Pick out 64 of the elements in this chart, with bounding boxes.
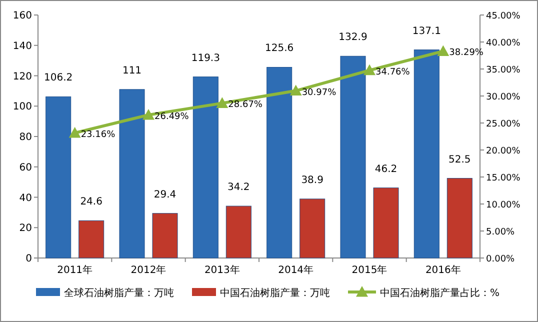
y2-tick-label: 5.00% [486, 228, 516, 238]
bar [446, 178, 472, 258]
y2-tick-label: 0.00% [486, 254, 516, 264]
y-tick-label: 120 [12, 71, 32, 82]
y2-tick-label: 35.00% [486, 66, 521, 76]
y-tick-label: 160 [12, 10, 32, 22]
bar [414, 50, 440, 258]
point [290, 84, 302, 96]
x-tick-label: 2012年 [130, 264, 166, 276]
point [68, 126, 81, 138]
x-tick-label: 2014年 [278, 264, 314, 276]
y2-tick-label: 30.00% [486, 92, 521, 102]
data-label: 24.6 [80, 196, 102, 208]
y-tick-label: 80 [19, 132, 32, 143]
y-tick-label: 0 [26, 254, 32, 264]
data-label: 132.9 [338, 32, 368, 44]
point [216, 97, 228, 108]
bar [46, 96, 72, 258]
data-label: 52.5 [448, 154, 471, 166]
bar [300, 198, 326, 258]
y2-tick-label: 40.00% [486, 38, 521, 48]
data-label: 23.16% [80, 130, 116, 140]
bar [152, 213, 178, 258]
x-tick-label: 2016年 [425, 264, 461, 276]
data-label: 26.49% [154, 112, 190, 122]
bar [266, 66, 292, 258]
data-label: 38.29% [449, 48, 484, 58]
data-label: 29.4 [154, 189, 176, 200]
x-tick-label: 2013年 [204, 264, 240, 276]
y-tick-label: 60 [19, 162, 32, 174]
y2-tick-label: 10.00% [486, 200, 521, 210]
y2-tick-label: 25.00% [486, 120, 521, 130]
point [437, 45, 450, 56]
data-label: 34.2 [228, 182, 250, 194]
y-tick-label: 140 [12, 40, 32, 52]
y-tick-label: 40 [19, 192, 32, 204]
data-label: 137.1 [412, 26, 441, 37]
bar [340, 56, 366, 258]
data-label: 28.67% [228, 100, 263, 110]
data-label: 106.2 [44, 72, 73, 84]
x-tick-label: 2011年 [57, 264, 93, 276]
data-label: 119.3 [191, 52, 220, 64]
data-label: 38.9 [301, 174, 324, 186]
data-label: 30.97% [302, 88, 337, 98]
y2-tick-label: 20.00% [486, 146, 521, 156]
data-label: 46.2 [374, 164, 398, 175]
bar [192, 76, 218, 258]
data-label: 125.6 [265, 43, 294, 54]
bar [373, 188, 399, 258]
legend-label: 中国石油树脂产量：万吨 [220, 287, 330, 299]
legend-label: 全球石油树脂产量：万吨 [64, 287, 174, 299]
bar [119, 89, 145, 258]
y-tick-label: 100 [12, 102, 32, 113]
data-label: 111 [122, 65, 142, 76]
data-label: 34.76% [376, 67, 410, 78]
x-tick-label: 2015年 [352, 264, 388, 276]
bar [78, 220, 104, 258]
point [142, 108, 154, 120]
legend-label: 中国石油树脂产量占比：% [380, 287, 500, 299]
y2-tick-label: 45.00% [486, 12, 521, 22]
bar [226, 206, 252, 258]
point [364, 64, 376, 76]
y-tick-label: 20 [19, 223, 32, 234]
y2-tick-label: 15.00% [486, 174, 521, 184]
